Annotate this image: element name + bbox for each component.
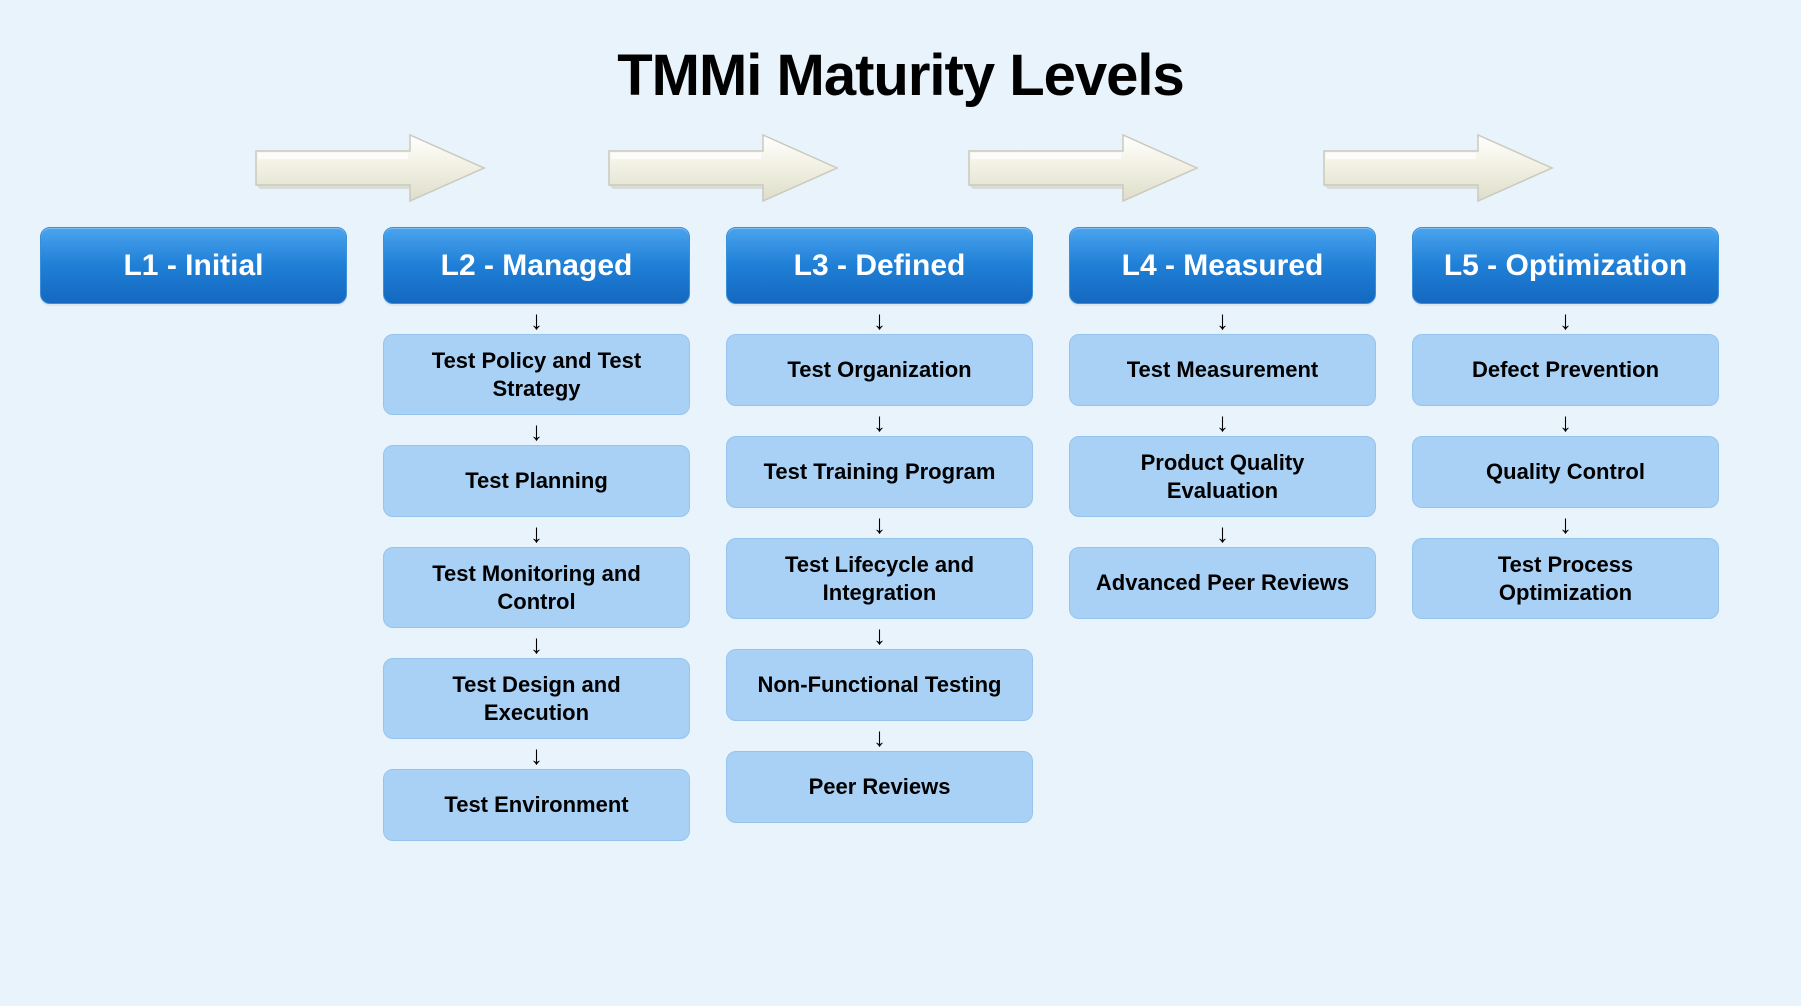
process-area-box: Product Quality Evaluation (1069, 436, 1376, 517)
level-header-l2: L2 - Managed (383, 227, 690, 304)
down-arrow-icon: ↓ (873, 410, 886, 434)
level-column-5: L5 - Optimization ↓ Defect Prevention ↓ … (1412, 227, 1719, 841)
level-column-4: L4 - Measured ↓ Test Measurement ↓ Produ… (1069, 227, 1376, 841)
process-area-box: Peer Reviews (726, 751, 1033, 823)
down-arrow-icon: ↓ (1216, 521, 1229, 545)
down-arrow-icon: ↓ (530, 308, 543, 332)
level-arrow (963, 129, 1203, 212)
process-area-box: Test Process Optimization (1412, 538, 1719, 619)
process-area-box: Test Lifecycle and Integration (726, 538, 1033, 619)
down-arrow-icon: ↓ (1559, 512, 1572, 536)
level-arrow (1318, 129, 1558, 212)
level-arrow (603, 129, 843, 212)
down-arrow-icon: ↓ (530, 632, 543, 656)
level-header-l5: L5 - Optimization (1412, 227, 1719, 304)
down-arrow-icon: ↓ (873, 623, 886, 647)
process-area-box: Quality Control (1412, 436, 1719, 508)
down-arrow-icon: ↓ (530, 521, 543, 545)
process-area-box: Test Planning (383, 445, 690, 517)
process-area-box: Test Training Program (726, 436, 1033, 508)
down-arrow-icon: ↓ (1216, 308, 1229, 332)
level-arrow-icon (250, 129, 490, 207)
columns-container: L1 - Initial L2 - Managed ↓ Test Policy … (0, 227, 1801, 841)
level-column-1: L1 - Initial (40, 227, 347, 841)
down-arrow-icon: ↓ (1216, 410, 1229, 434)
down-arrow-icon: ↓ (873, 308, 886, 332)
level-header-l3: L3 - Defined (726, 227, 1033, 304)
process-area-box: Test Environment (383, 769, 690, 841)
down-arrow-icon: ↓ (1559, 410, 1572, 434)
process-area-box: Test Organization (726, 334, 1033, 406)
level-header-l1: L1 - Initial (40, 227, 347, 304)
down-arrow-icon: ↓ (1559, 308, 1572, 332)
level-arrow-icon (963, 129, 1203, 207)
process-area-box: Advanced Peer Reviews (1069, 547, 1376, 619)
process-area-box: Non-Functional Testing (726, 649, 1033, 721)
page-title: TMMi Maturity Levels (0, 0, 1801, 129)
process-area-box: Test Design and Execution (383, 658, 690, 739)
level-column-3: L3 - Defined ↓ Test Organization ↓ Test … (726, 227, 1033, 841)
level-arrows-row (0, 129, 1801, 209)
level-header-l4: L4 - Measured (1069, 227, 1376, 304)
level-arrow-icon (603, 129, 843, 207)
down-arrow-icon: ↓ (873, 512, 886, 536)
down-arrow-icon: ↓ (873, 725, 886, 749)
process-area-box: Test Policy and Test Strategy (383, 334, 690, 415)
process-area-box: Defect Prevention (1412, 334, 1719, 406)
level-column-2: L2 - Managed ↓ Test Policy and Test Stra… (383, 227, 690, 841)
level-arrow-icon (1318, 129, 1558, 207)
level-arrow (250, 129, 490, 212)
down-arrow-icon: ↓ (530, 419, 543, 443)
process-area-box: Test Monitoring and Control (383, 547, 690, 628)
down-arrow-icon: ↓ (530, 743, 543, 767)
process-area-box: Test Measurement (1069, 334, 1376, 406)
